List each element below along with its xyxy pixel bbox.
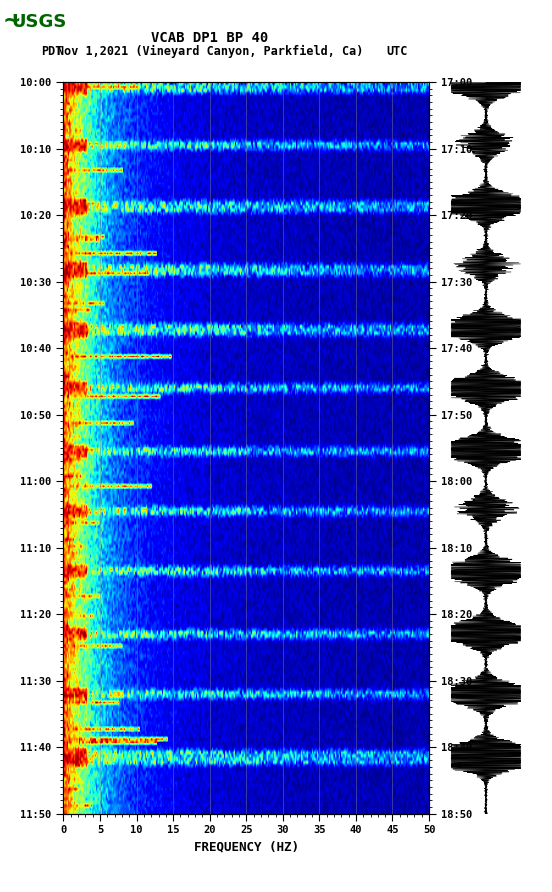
Text: VCAB DP1 BP 40: VCAB DP1 BP 40 bbox=[151, 31, 268, 45]
Text: Nov 1,2021 (Vineyard Canyon, Parkfield, Ca): Nov 1,2021 (Vineyard Canyon, Parkfield, … bbox=[56, 45, 363, 58]
X-axis label: FREQUENCY (HZ): FREQUENCY (HZ) bbox=[194, 841, 299, 854]
Text: PDT: PDT bbox=[41, 45, 63, 58]
Text: USGS: USGS bbox=[11, 13, 66, 31]
Text: ~: ~ bbox=[3, 11, 22, 30]
Text: UTC: UTC bbox=[386, 45, 408, 58]
